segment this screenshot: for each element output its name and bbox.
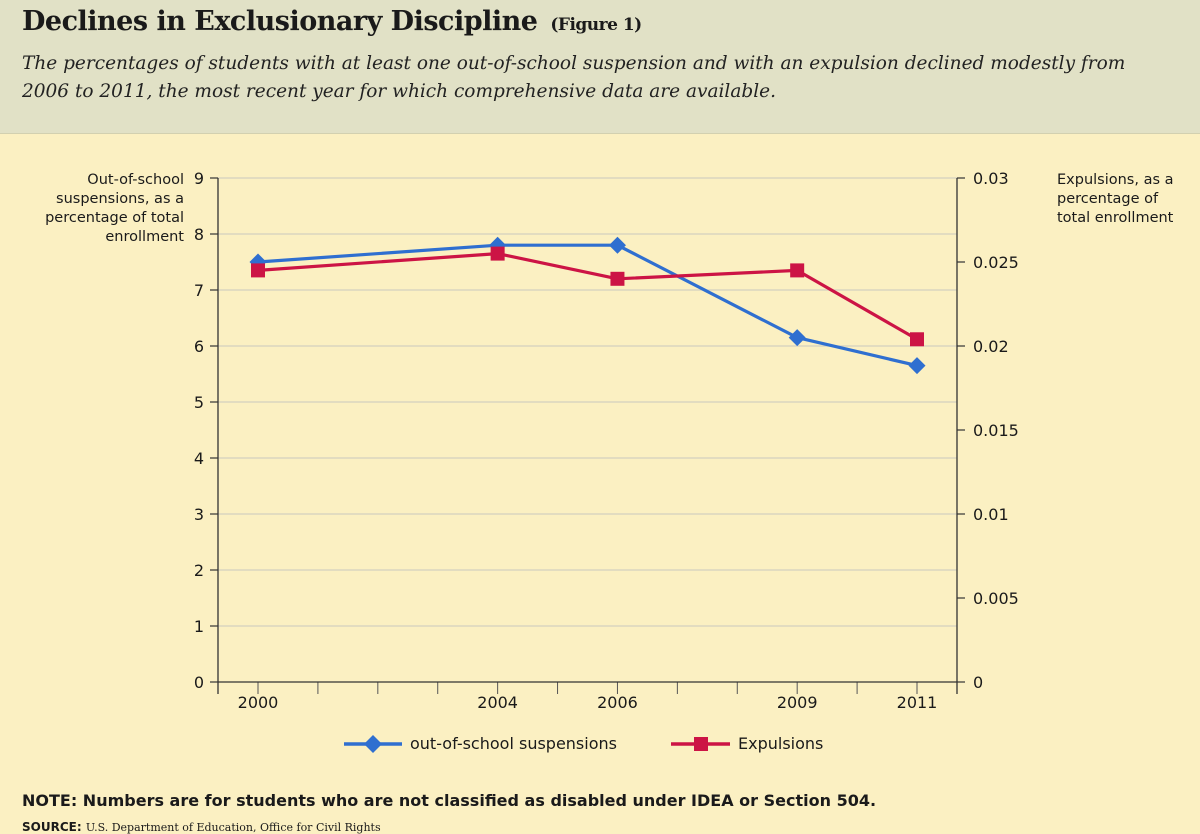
header-band: Declines in Exclusionary Discipline (Fig… bbox=[0, 0, 1200, 134]
left-tick-label-2: 2 bbox=[194, 561, 204, 580]
source-text: U.S. Department of Education, Office for… bbox=[85, 821, 381, 834]
legend-suspensions-marker bbox=[364, 735, 382, 753]
expulsions-point-2009 bbox=[790, 263, 805, 278]
right-tick-label-0.015: 0.015 bbox=[973, 421, 1019, 440]
chart-title-text: Declines in Exclusionary Discipline bbox=[22, 6, 538, 37]
left-tick-label-6: 6 bbox=[194, 337, 204, 356]
right-axis-title: Expulsions, as a percentage of total enr… bbox=[1057, 171, 1192, 228]
left-tick-label-9: 9 bbox=[194, 169, 204, 188]
expulsions-point-2000 bbox=[251, 263, 265, 278]
chart-subtitle: The percentages of students with at leas… bbox=[22, 53, 1126, 102]
left-tick-label-8: 8 bbox=[194, 225, 204, 244]
x-tick-label-2009: 2009 bbox=[777, 693, 818, 712]
chart-note: NOTE: Numbers are for students who are n… bbox=[22, 791, 877, 810]
suspensions-point-2011 bbox=[908, 357, 926, 375]
right-tick-label-0: 0 bbox=[973, 673, 983, 692]
x-tick-label-2011: 2011 bbox=[897, 693, 938, 712]
left-tick-label-7: 7 bbox=[194, 281, 204, 300]
left-tick-label-1: 1 bbox=[194, 617, 204, 636]
left-axis-title: Out-of-school suspensions, as a percenta… bbox=[0, 171, 184, 247]
right-axis-title-text: Expulsions, as a percentage of total enr… bbox=[1057, 172, 1174, 226]
x-tick-label-2004: 2004 bbox=[477, 693, 518, 712]
right-tick-label-0.03: 0.03 bbox=[973, 169, 1009, 188]
x-tick-label-2006: 2006 bbox=[597, 693, 638, 712]
legend-expulsions-label: Expulsions bbox=[738, 734, 823, 753]
expulsions-point-2006 bbox=[610, 271, 625, 286]
right-tick-label-0.01: 0.01 bbox=[973, 505, 1009, 524]
chart-source: SOURCE: U.S. Department of Education, Of… bbox=[22, 820, 381, 834]
series-line-expulsions bbox=[257, 252, 918, 341]
suspensions-point-2006 bbox=[608, 236, 626, 254]
expulsions-point-2004 bbox=[490, 246, 505, 261]
chart-title: Declines in Exclusionary Discipline (Fig… bbox=[22, 6, 642, 37]
legend-expulsions-marker bbox=[694, 737, 708, 751]
right-tick-label-0.005: 0.005 bbox=[973, 589, 1019, 608]
left-axis-title-text: Out-of-school suspensions, as a percenta… bbox=[45, 172, 184, 245]
x-tick-label-2000: 2000 bbox=[238, 693, 279, 712]
expulsions-point-2011 bbox=[910, 332, 924, 347]
right-tick-label-0.025: 0.025 bbox=[973, 253, 1019, 272]
left-tick-label-3: 3 bbox=[194, 505, 204, 524]
left-tick-label-5: 5 bbox=[194, 393, 204, 412]
right-tick-label-0.02: 0.02 bbox=[973, 337, 1009, 356]
source-label: SOURCE: bbox=[22, 820, 82, 834]
left-tick-label-4: 4 bbox=[194, 449, 204, 468]
left-tick-label-0: 0 bbox=[194, 673, 204, 692]
figure-label: (Figure 1) bbox=[550, 15, 642, 35]
legend-suspensions-label: out-of-school suspensions bbox=[410, 734, 617, 753]
suspensions-point-2009 bbox=[788, 329, 806, 347]
